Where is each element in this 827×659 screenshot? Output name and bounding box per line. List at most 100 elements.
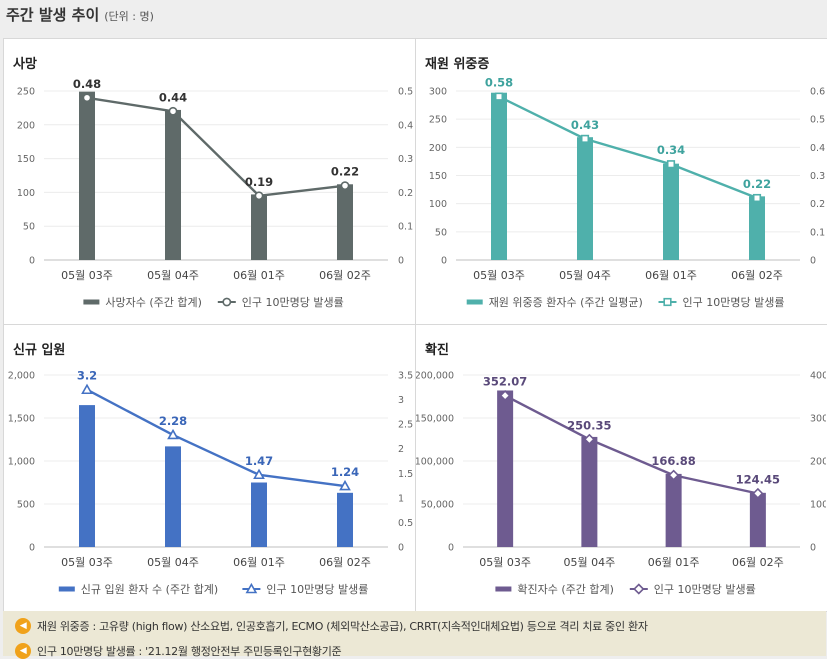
right-axis-tick-label: 3 bbox=[398, 395, 404, 406]
right-axis-tick-label: 400 bbox=[810, 371, 826, 382]
footnotes: ◀ 재원 위중증 : 고유량 (high flow) 산소요법, 인공호흡기, … bbox=[3, 611, 826, 659]
left-axis-tick-label: 2,000 bbox=[8, 371, 35, 382]
right-axis-tick-label: 0.6 bbox=[810, 87, 825, 98]
x-axis-tick-label: 06월 02주 bbox=[319, 556, 371, 569]
series-line bbox=[504, 394, 759, 495]
bar bbox=[337, 184, 353, 260]
x-axis-tick-label: 06월 02주 bbox=[319, 269, 371, 282]
left-axis-tick-label: 150 bbox=[17, 154, 35, 165]
x-axis-tick-label: 06월 01주 bbox=[233, 269, 285, 282]
line-point bbox=[752, 487, 764, 500]
panel-title: 확진 bbox=[425, 343, 449, 358]
speaker-icon: ◀ bbox=[15, 643, 31, 659]
left-axis-tick-label: 250 bbox=[429, 115, 447, 126]
legend-label: 인구 10만명당 발생률 bbox=[242, 296, 344, 309]
bar bbox=[497, 390, 514, 547]
left-axis-tick-label: 100,000 bbox=[416, 457, 454, 468]
right-axis-tick-label: 0.3 bbox=[810, 171, 825, 182]
legend-marker bbox=[245, 582, 258, 594]
right-axis-tick-label: 300 bbox=[810, 414, 826, 425]
left-axis-tick-label: 0 bbox=[29, 543, 35, 554]
data-label: 0.58 bbox=[485, 76, 513, 90]
bar bbox=[251, 482, 267, 547]
left-axis-tick-label: 0 bbox=[448, 543, 454, 554]
data-label: 166.88 bbox=[651, 454, 695, 468]
data-label: 352.07 bbox=[483, 375, 527, 389]
legend-marker bbox=[222, 297, 232, 307]
data-label: 3.2 bbox=[77, 369, 97, 383]
line-point bbox=[580, 134, 590, 143]
bar bbox=[663, 163, 679, 260]
right-axis-tick-label: 0.2 bbox=[398, 188, 413, 199]
footnote-text: 재원 위중증 : 고유량 (high flow) 산소요법, 인공호흡기, EC… bbox=[37, 620, 648, 633]
right-axis-tick-label: 0 bbox=[810, 256, 816, 267]
panel-critical: 재원 위중증 0 50 100 150 200 250 300 0 0.1 0.2 0.3 0.4 0.… bbox=[416, 39, 826, 323]
footnote-item: ◀ 인구 10만명당 발생률 : '21.12월 행정안전부 주민등록인구현황기… bbox=[15, 643, 342, 659]
bar bbox=[337, 492, 353, 547]
bar bbox=[165, 109, 181, 260]
chart-confirmed: 0 50,000 100,000 150,000 200,000 0 100 200 300 40… bbox=[416, 371, 826, 597]
right-axis-tick-label: 1 bbox=[398, 493, 404, 504]
legend-bar-swatch bbox=[58, 586, 75, 592]
right-axis-tick-label: 0.1 bbox=[398, 222, 413, 233]
right-axis-tick-label: 1.5 bbox=[398, 469, 413, 480]
x-axis-tick-label: 05월 04주 bbox=[564, 556, 616, 569]
x-axis-tick-label: 06월 01주 bbox=[645, 269, 697, 282]
x-axis-tick-label: 06월 02주 bbox=[732, 556, 784, 569]
chart-grid: 사망 0 50 100 150 200 250 0 0.1 0.2 0.3 0.4 0.5 05월 03… bbox=[3, 38, 827, 612]
data-label: 250.35 bbox=[567, 418, 611, 432]
x-axis-tick-label: 05월 03주 bbox=[61, 556, 113, 569]
bar bbox=[749, 196, 765, 260]
left-axis-tick-label: 100 bbox=[17, 188, 35, 199]
legend-label: 확진자수 (주간 합계) bbox=[517, 583, 614, 596]
x-axis-tick-label: 05월 03주 bbox=[61, 269, 113, 282]
line-point bbox=[168, 106, 178, 116]
line-point bbox=[583, 433, 596, 445]
left-axis-tick-label: 150,000 bbox=[416, 414, 454, 425]
bar bbox=[165, 446, 181, 547]
bar bbox=[79, 405, 95, 547]
x-axis-tick-label: 05월 04주 bbox=[147, 269, 199, 282]
legend-label: 사망자수 (주간 합계) bbox=[105, 296, 202, 309]
data-label: 0.44 bbox=[159, 90, 187, 104]
line-point bbox=[81, 383, 93, 395]
right-axis-tick-label: 2 bbox=[398, 444, 404, 455]
legend-bar-swatch bbox=[83, 299, 100, 305]
left-axis-tick-label: 200 bbox=[17, 120, 35, 131]
legend-label: 인구 10만명당 발생률 bbox=[654, 583, 756, 596]
bar bbox=[251, 194, 267, 260]
line-point bbox=[253, 468, 265, 480]
panel-confirmed: 확진 0 50,000 100,000 150,000 200,000 0 100 200 30… bbox=[416, 325, 826, 609]
page-title: 주간 발생 추이 bbox=[6, 6, 100, 24]
legend-bar-swatch bbox=[495, 586, 512, 592]
left-axis-tick-label: 250 bbox=[17, 87, 35, 98]
series-line bbox=[86, 388, 346, 488]
data-label: 0.43 bbox=[571, 118, 599, 132]
footnote-item: ◀ 재원 위중증 : 고유량 (high flow) 산소요법, 인공호흡기, … bbox=[15, 618, 648, 634]
left-axis-tick-label: 1,000 bbox=[8, 457, 35, 468]
left-axis-tick-label: 50 bbox=[435, 227, 447, 238]
line-point bbox=[340, 181, 350, 191]
line-point bbox=[752, 193, 762, 203]
right-axis-tick-label: 200 bbox=[810, 457, 826, 468]
right-axis-tick-label: 0.4 bbox=[810, 143, 825, 154]
data-label: 1.24 bbox=[331, 465, 359, 479]
legend-marker bbox=[633, 583, 645, 595]
line-point bbox=[339, 479, 351, 491]
left-axis-tick-label: 200,000 bbox=[416, 371, 454, 382]
bar bbox=[665, 473, 682, 547]
left-axis-tick-label: 200 bbox=[429, 143, 447, 154]
panel-title: 사망 bbox=[13, 57, 37, 72]
line-point bbox=[254, 191, 264, 201]
x-axis-tick-label: 05월 04주 bbox=[147, 556, 199, 569]
right-axis-tick-label: 0 bbox=[398, 256, 404, 267]
left-axis-tick-label: 0 bbox=[441, 256, 447, 267]
line-point bbox=[666, 160, 676, 169]
right-axis-tick-label: 0.4 bbox=[398, 120, 413, 131]
x-axis-tick-label: 06월 02주 bbox=[731, 269, 783, 282]
x-axis-tick-label: 05월 04주 bbox=[559, 269, 611, 282]
bar bbox=[577, 137, 593, 260]
left-axis-tick-label: 1,500 bbox=[8, 414, 35, 425]
chart-deaths: 0 50 100 150 200 250 0 0.1 0.2 0.3 0.4 0.5 05월 03주 05… bbox=[17, 77, 413, 309]
unit-label: (단위 : 명) bbox=[104, 10, 154, 23]
